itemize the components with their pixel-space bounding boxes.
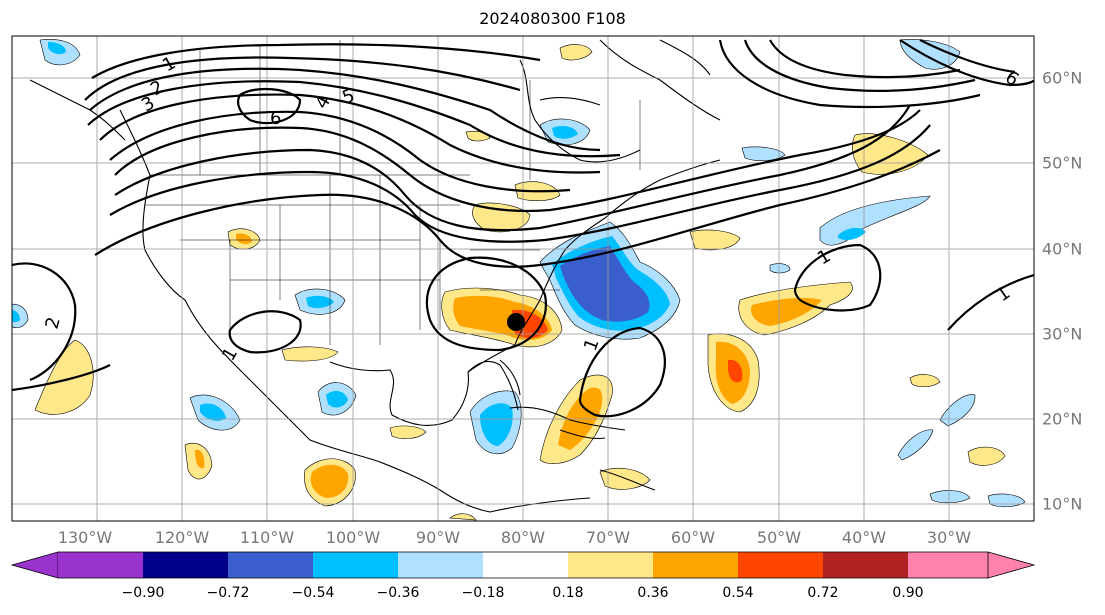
contours: [12, 39, 1034, 418]
colorbar-swatch: [738, 552, 823, 578]
colorbar-swatch: [58, 552, 143, 578]
gridlines: [12, 36, 1034, 521]
lon-label: 50°W: [756, 528, 802, 547]
map-frame: [11, 35, 1035, 522]
colorbar: [10, 551, 1036, 579]
colorbar-extend-high: [987, 551, 1036, 579]
colorbar-tick: 0.18: [552, 585, 584, 601]
contour-label: 2: [42, 315, 65, 331]
map-area: 1 2 3 6 5 4 2 1 1 1 6 1: [12, 36, 1034, 521]
lat-label: 20°N: [1042, 409, 1083, 429]
lon-label: 130°W: [57, 528, 113, 547]
state-borders: [145, 40, 641, 345]
lon-label: 70°W: [585, 528, 631, 547]
map-title: 2024080300 F108: [479, 9, 626, 28]
colorbar-swatch: [398, 552, 483, 578]
colorbar-tick: −0.90: [121, 585, 165, 601]
lat-label: 60°N: [1042, 68, 1083, 88]
colorbar-tick: 0.72: [807, 585, 839, 601]
lon-label: 100°W: [325, 528, 381, 547]
lon-label: 30°W: [926, 528, 972, 547]
colorbar-extend-low: [10, 551, 59, 579]
colorbar-swatch: [653, 552, 738, 578]
contour-label: 6: [270, 108, 281, 129]
colorbar-swatch: [908, 552, 988, 578]
lon-label: 90°W: [415, 528, 461, 547]
colorbar-swatch: [823, 552, 908, 578]
colorbar-tick: 0.54: [722, 585, 754, 601]
lon-label: 40°W: [841, 528, 887, 547]
colorbar-tick: −0.18: [461, 585, 505, 601]
lat-label: 50°N: [1042, 153, 1083, 173]
lon-label: 120°W: [154, 528, 210, 547]
lat-label: 10°N: [1042, 494, 1083, 514]
colorbar-swatch: [228, 552, 313, 578]
shading: [12, 39, 1026, 521]
colorbar-swatch: [483, 552, 568, 578]
lat-label: 30°N: [1042, 324, 1083, 344]
colorbar-swatch: [313, 552, 398, 578]
storm-center-marker: [507, 313, 525, 331]
lon-label: 110°W: [239, 528, 295, 547]
coastlines: [29, 39, 721, 513]
colorbar-tick: −0.54: [291, 585, 335, 601]
lon-label: 80°W: [500, 528, 546, 547]
colorbar-tick: 0.36: [637, 585, 669, 601]
colorbar-tick: −0.72: [206, 585, 250, 601]
lon-label: 60°W: [670, 528, 716, 547]
colorbar-tick: −0.36: [376, 585, 420, 601]
colorbar-swatch: [568, 552, 653, 578]
colorbar-tick: 0.90: [892, 585, 924, 601]
colorbar-swatch: [143, 552, 228, 578]
lat-label: 40°N: [1042, 239, 1083, 259]
